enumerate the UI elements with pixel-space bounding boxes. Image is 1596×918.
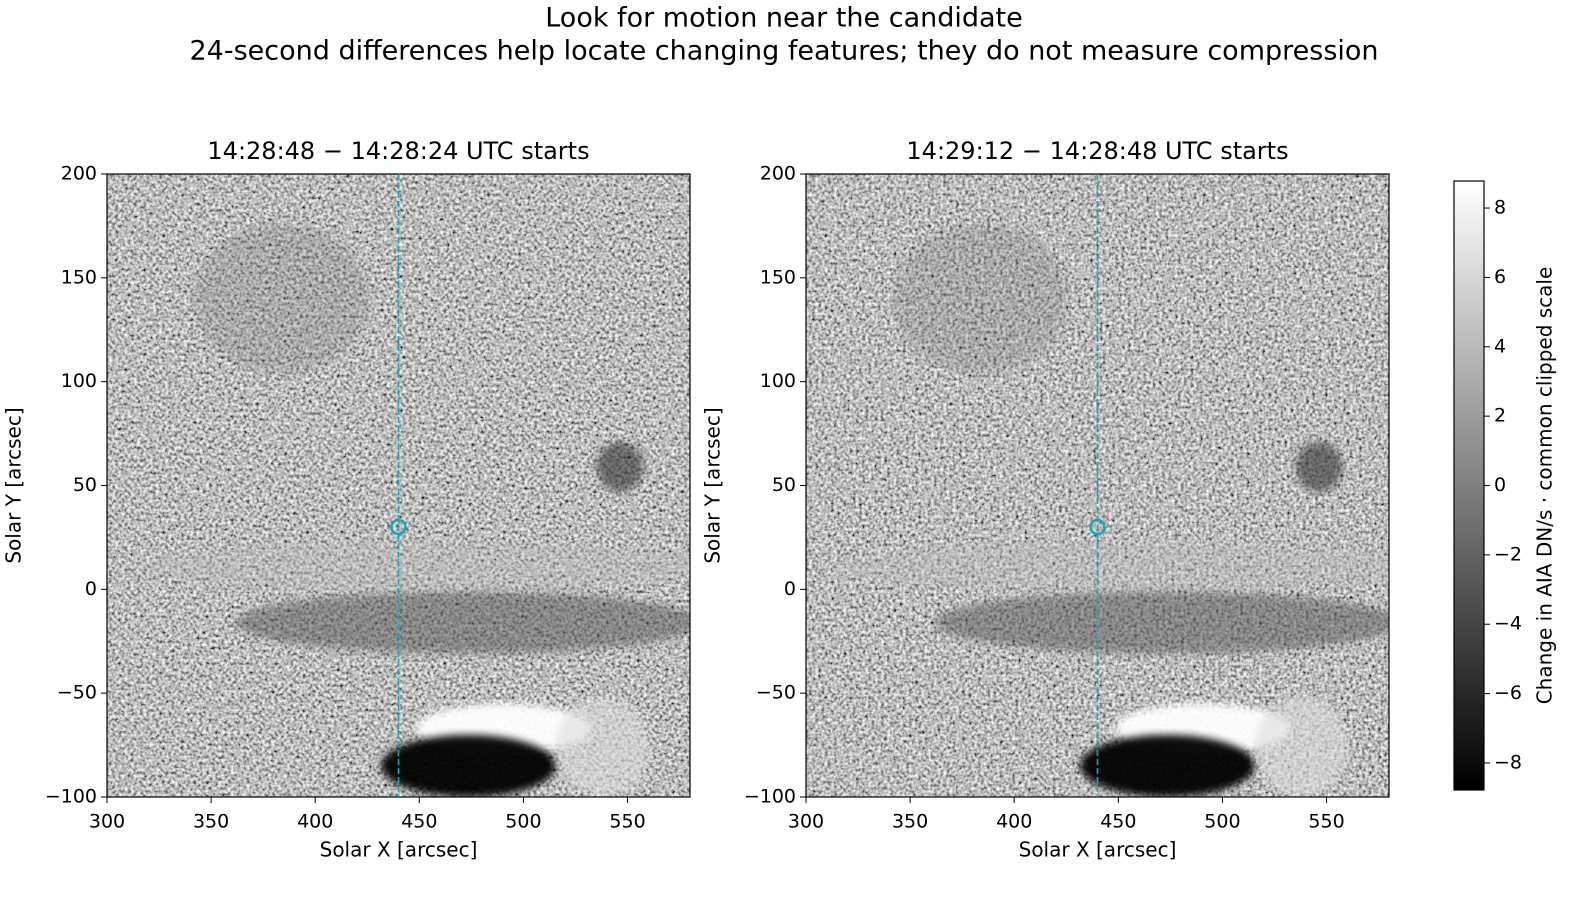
colorbar-tick-label: −2 (1494, 543, 1522, 565)
image-feature (893, 223, 1069, 374)
x-tick-label: 350 (892, 811, 928, 833)
image-feature (555, 697, 650, 797)
x-tick-label: 550 (609, 811, 645, 833)
image-feature (235, 591, 690, 654)
x-tick-label: 400 (996, 811, 1032, 833)
candidate-marker (1089, 518, 1106, 536)
y-tick-label: 0 (784, 578, 796, 600)
image-feature (934, 591, 1389, 654)
colorbar-tick-label: −6 (1494, 682, 1522, 704)
y-tick-label: 50 (772, 474, 796, 496)
panel-title: 14:28:48 − 14:28:24 UTC starts (207, 137, 589, 165)
x-tick-label: 350 (193, 811, 229, 833)
image-feature (835, 541, 1389, 592)
x-tick-label: 450 (1100, 811, 1136, 833)
x-tick-label: 450 (401, 811, 437, 833)
colorbar-tick-label: 4 (1494, 335, 1506, 357)
y-tick-label: −50 (756, 682, 796, 704)
image (806, 174, 1389, 797)
image-feature (381, 734, 556, 797)
colorbar-tick-label: 0 (1494, 474, 1506, 496)
colorbar-tick-label: 6 (1494, 266, 1506, 288)
x-axis-label: Solar X [arcsec] (1019, 838, 1177, 862)
panel-title: 14:29:12 − 14:28:48 UTC starts (906, 137, 1288, 165)
colorbar-tick-label: 2 (1494, 405, 1506, 427)
x-axis-label: Solar X [arcsec] (320, 838, 478, 862)
x-tick-label: 300 (89, 811, 125, 833)
x-tick-label: 400 (297, 811, 333, 833)
image-feature (1254, 697, 1349, 797)
candidate-marker (390, 518, 407, 536)
x-tick-label: 550 (1308, 811, 1344, 833)
y-tick-label: 100 (760, 370, 796, 392)
y-tick-label: 200 (760, 163, 796, 185)
x-tick-label: 500 (505, 811, 541, 833)
image-feature (596, 441, 644, 492)
x-tick-label: 500 (1204, 811, 1240, 833)
figure-title: Look for motion near the candidate (545, 3, 1023, 34)
colorbar-tick-label: −8 (1494, 751, 1522, 773)
colorbar-label: Change in AIA DN/s · common clipped scal… (1533, 267, 1557, 705)
image-feature (1080, 734, 1255, 797)
y-tick-label: −100 (744, 786, 796, 808)
colorbar (1453, 180, 1485, 791)
image-feature (194, 223, 370, 374)
image-feature (136, 541, 690, 592)
image-feature (1295, 441, 1343, 492)
x-tick-label: 300 (788, 811, 824, 833)
y-tick-label: 200 (61, 163, 97, 185)
y-axis-label: Solar Y [arcsec] (2, 407, 26, 563)
y-tick-label: 150 (760, 266, 796, 288)
y-tick-label: −50 (57, 682, 97, 704)
y-tick-label: 100 (61, 370, 97, 392)
colorbar-tick-label: −4 (1494, 613, 1522, 635)
y-tick-label: −100 (45, 786, 97, 808)
y-tick-label: 50 (73, 474, 97, 496)
figure-subtitle: 24-second differences help locate changi… (189, 36, 1378, 67)
y-tick-label: 0 (85, 578, 97, 600)
image (107, 174, 690, 797)
y-axis-label: Solar Y [arcsec] (701, 407, 725, 563)
y-tick-label: 150 (61, 266, 97, 288)
colorbar-tick-label: 8 (1494, 197, 1506, 219)
